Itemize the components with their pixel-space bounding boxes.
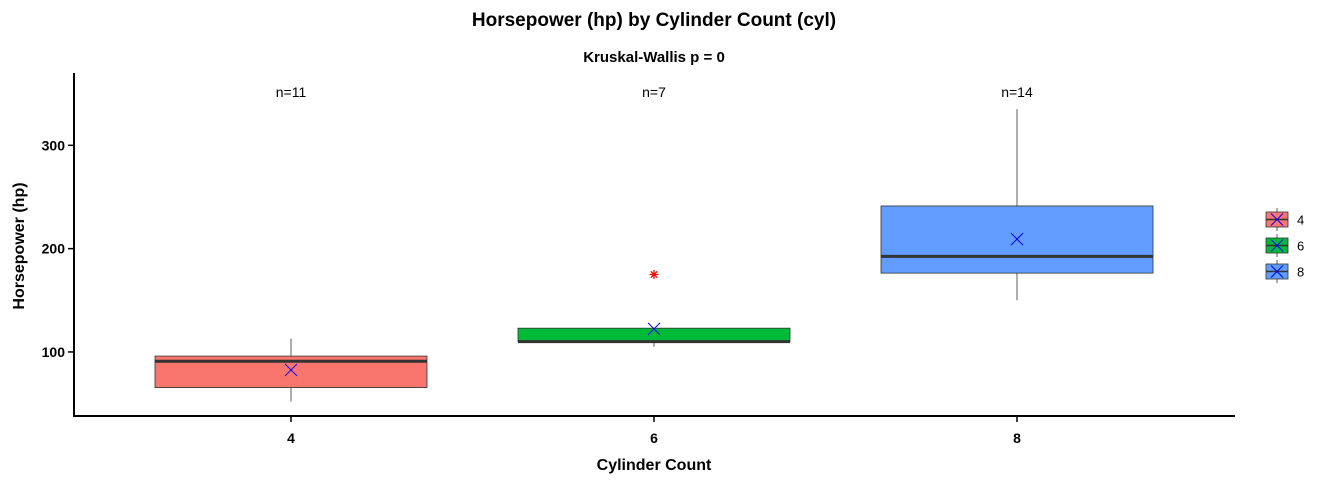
box-group-6: n=7 bbox=[517, 84, 791, 347]
outlier-point bbox=[649, 269, 659, 279]
legend-key-mean-marker-stroke-b bbox=[1270, 213, 1284, 226]
legend-label: 6 bbox=[1297, 239, 1304, 254]
group-count-label: n=11 bbox=[276, 84, 307, 100]
group-count-label: n=7 bbox=[642, 84, 666, 100]
y-tick-label: 300 bbox=[42, 137, 66, 153]
legend-item-4: 4 bbox=[1265, 208, 1304, 231]
chart-title: Horsepower (hp) by Cylinder Count (cyl) bbox=[472, 10, 836, 31]
mean-marker bbox=[647, 322, 661, 336]
mean-marker-stroke-b bbox=[647, 322, 661, 336]
x-tick-label: 4 bbox=[287, 430, 295, 446]
box-group-8: n=14 bbox=[880, 84, 1154, 301]
x-tick-label: 6 bbox=[650, 430, 658, 446]
group-count-label: n=14 bbox=[1001, 84, 1033, 100]
x-tick-label: 8 bbox=[1013, 430, 1021, 446]
legend-label: 4 bbox=[1297, 213, 1304, 228]
chart-subtitle: Kruskal-Wallis p = 0 bbox=[583, 49, 725, 66]
legend-label: 8 bbox=[1297, 265, 1304, 280]
box-group-4: n=11 bbox=[154, 84, 428, 402]
legend: 4 6 8 bbox=[1265, 208, 1304, 283]
box-iqr bbox=[517, 327, 791, 343]
mean-marker-stroke-b bbox=[1010, 232, 1024, 246]
legend-item-6: 6 bbox=[1265, 234, 1304, 257]
legend-key-mean-marker-stroke-b bbox=[1270, 239, 1284, 252]
legend-key-mean-marker bbox=[1270, 239, 1284, 252]
legend-item-8: 8 bbox=[1265, 260, 1304, 283]
y-axis-title: Horsepower (hp) bbox=[11, 182, 28, 309]
x-axis-title: Cylinder Count bbox=[597, 457, 712, 474]
plot-area: 100 200 300 4 6 8 n=11 n=7 n=14 bbox=[42, 73, 1235, 446]
outlier-point-ray bbox=[650, 270, 658, 279]
legend-key-mean-marker bbox=[1270, 265, 1284, 278]
y-tick-label: 200 bbox=[42, 241, 66, 257]
legend-key-mean-marker-stroke-b bbox=[1270, 265, 1284, 278]
legend-key-mean-marker bbox=[1270, 213, 1284, 226]
y-tick-label: 100 bbox=[42, 344, 66, 360]
mean-marker bbox=[1010, 232, 1024, 246]
mean-marker bbox=[284, 363, 298, 377]
mean-marker-stroke-b bbox=[284, 363, 298, 377]
